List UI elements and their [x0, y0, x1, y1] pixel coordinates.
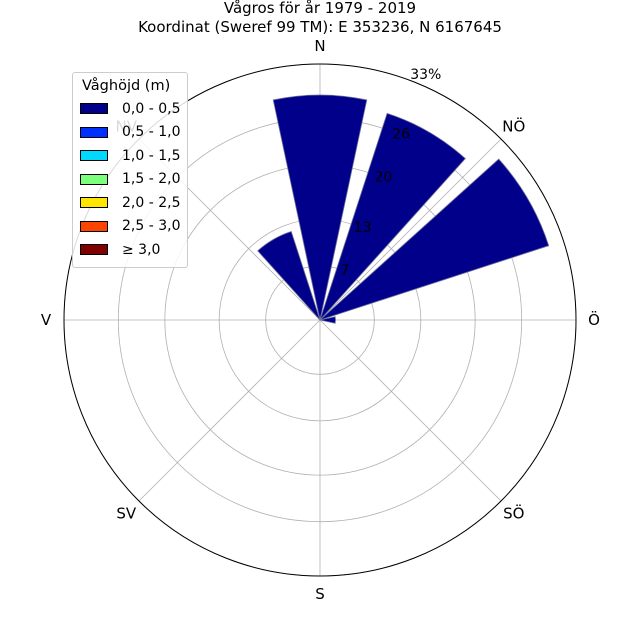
legend-swatch-3 — [80, 173, 108, 185]
rose-bar-0-2 — [319, 112, 466, 321]
radial-tick-label-4: 33% — [410, 67, 441, 83]
rose-bar-0-3 — [319, 158, 550, 321]
compass-label-6: V — [41, 311, 52, 329]
legend-label-0: 0,0 - 0,5 — [122, 100, 181, 117]
polar-frame — [63, 63, 577, 577]
legend-swatch-0 — [80, 103, 108, 115]
legend-entry-1: 0,5 - 1,0 — [80, 121, 180, 145]
legend-entries: 0,0 - 0,5 0,5 - 1,0 1,0 - 1,5 1,5 - 2,0 2,0 … — [80, 97, 180, 262]
radial-tick-label-2: 20 — [374, 170, 392, 186]
legend: Våghöjd (m) 0,0 - 0,5 0,5 - 1,0 1,0 - 1,5 1… — [72, 72, 188, 268]
legend-label-1: 0,5 - 1,0 — [122, 124, 181, 141]
legend-label-2: 1,0 - 1,5 — [122, 147, 181, 164]
radial-tick-label-3: 26 — [392, 127, 410, 143]
grid-spoke-1 — [319, 138, 502, 321]
legend-swatch-2 — [80, 150, 108, 162]
legend-entry-5: 2,5 - 3,0 — [80, 215, 180, 239]
chart-subtitle: Koordinat (Sweref 99 TM): E 353236, N 61… — [138, 18, 502, 36]
legend-swatch-6 — [80, 244, 108, 256]
legend-entry-4: 2,0 - 2,5 — [80, 191, 180, 215]
radial-tick-label-0: 7 — [340, 263, 349, 279]
legend-title: Våghöjd (m) — [82, 78, 171, 94]
compass-label-0: N — [314, 37, 325, 55]
compass-label-3: SÖ — [503, 504, 524, 523]
grid-spoke-5 — [138, 319, 321, 502]
legend-label-3: 1,5 - 2,0 — [122, 171, 181, 188]
legend-entry-2: 1,0 - 1,5 — [80, 144, 180, 168]
legend-label-5: 2,5 - 3,0 — [122, 218, 181, 235]
legend-swatch-1 — [80, 126, 108, 138]
rose-bar-0-1 — [272, 94, 368, 321]
radial-tick-label-1: 13 — [354, 220, 372, 236]
grid-spoke-3 — [319, 319, 502, 502]
legend-label-6: ≥ 3,0 — [122, 241, 161, 258]
compass-label-4: S — [315, 585, 325, 603]
compass-label-5: SV — [116, 505, 137, 523]
rose-bar-0-0 — [257, 230, 321, 321]
compass-label-1: NÖ — [502, 116, 525, 135]
legend-entry-3: 1,5 - 2,0 — [80, 168, 180, 192]
legend-swatch-4 — [80, 197, 108, 209]
legend-entry-0: 0,0 - 0,5 — [80, 97, 180, 121]
legend-label-4: 2,0 - 2,5 — [122, 194, 181, 211]
chart-title: Vågros för år 1979 - 2019 — [223, 0, 417, 17]
rose-bar-0-4 — [319, 316, 336, 324]
legend-swatch-5 — [80, 220, 108, 232]
legend-entry-6: ≥ 3,0 — [80, 238, 180, 262]
compass-label-2: Ö — [588, 310, 600, 329]
